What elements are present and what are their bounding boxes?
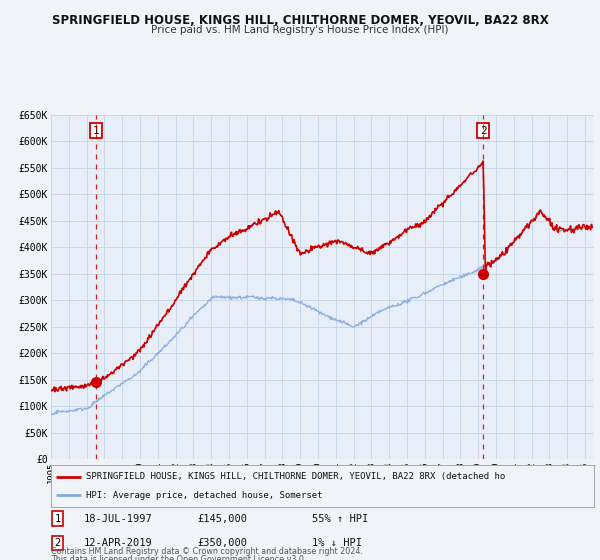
Text: SPRINGFIELD HOUSE, KINGS HILL, CHILTHORNE DOMER, YEOVIL, BA22 8RX: SPRINGFIELD HOUSE, KINGS HILL, CHILTHORN… (52, 14, 548, 27)
Text: £350,000: £350,000 (197, 538, 248, 548)
Text: 1% ↓ HPI: 1% ↓ HPI (311, 538, 362, 548)
Text: SPRINGFIELD HOUSE, KINGS HILL, CHILTHORNE DOMER, YEOVIL, BA22 8RX (detached ho: SPRINGFIELD HOUSE, KINGS HILL, CHILTHORN… (86, 472, 506, 481)
Text: HPI: Average price, detached house, Somerset: HPI: Average price, detached house, Some… (86, 491, 323, 500)
Text: 2: 2 (480, 125, 487, 136)
Text: 1: 1 (93, 125, 100, 136)
Text: Price paid vs. HM Land Registry's House Price Index (HPI): Price paid vs. HM Land Registry's House … (151, 25, 449, 35)
Text: 1: 1 (55, 514, 61, 524)
Text: 2: 2 (55, 538, 61, 548)
Text: 18-JUL-1997: 18-JUL-1997 (83, 514, 152, 524)
Text: 12-APR-2019: 12-APR-2019 (83, 538, 152, 548)
Text: 55% ↑ HPI: 55% ↑ HPI (311, 514, 368, 524)
Text: Contains HM Land Registry data © Crown copyright and database right 2024.: Contains HM Land Registry data © Crown c… (51, 547, 363, 556)
Text: £145,000: £145,000 (197, 514, 248, 524)
Text: This data is licensed under the Open Government Licence v3.0.: This data is licensed under the Open Gov… (51, 556, 307, 560)
